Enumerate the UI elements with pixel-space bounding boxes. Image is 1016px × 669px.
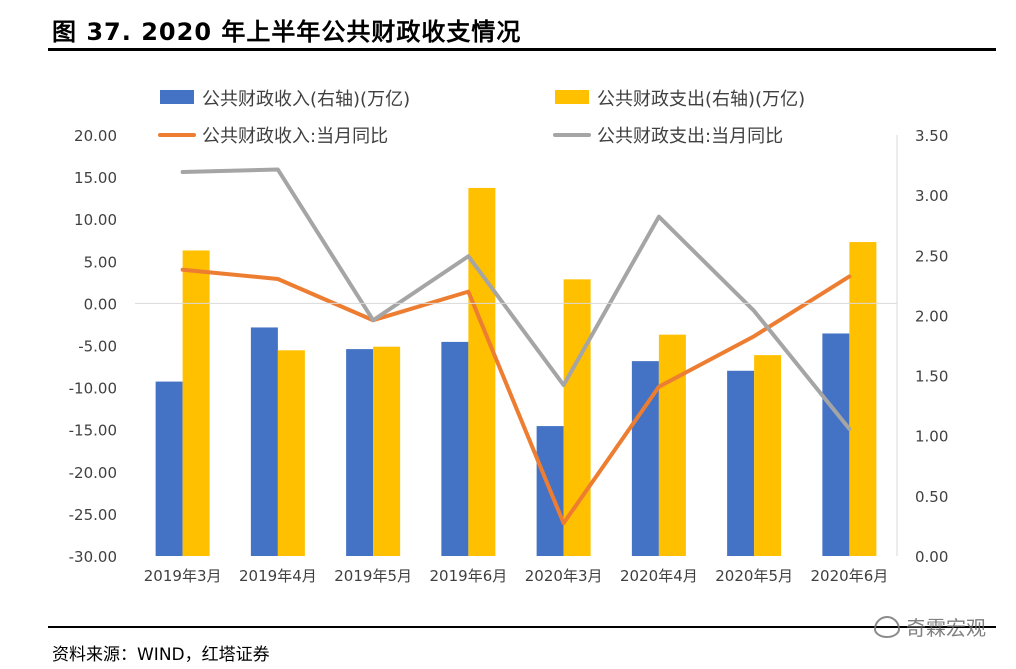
x-tick: 2020年5月 xyxy=(715,567,793,585)
legend-swatch xyxy=(555,90,589,104)
bar-expenditure xyxy=(658,334,686,556)
y-right-tick: 3.50 xyxy=(915,127,948,145)
bar-expenditure xyxy=(277,350,305,556)
x-tick: 2020年6月 xyxy=(811,567,889,585)
line-layer xyxy=(180,167,852,526)
page-title: 图 37. 2020 年上半年公共财政收支情况 xyxy=(52,18,522,46)
x-tick: 2019年6月 xyxy=(430,567,508,585)
bar-revenue xyxy=(441,341,469,556)
wechat-icon xyxy=(874,615,900,638)
y-right-tick: 2.50 xyxy=(915,247,948,265)
x-tick: 2020年3月 xyxy=(525,567,603,585)
legend-label: 公共财政收入(右轴)(万亿) xyxy=(202,89,410,110)
bar-expenditure xyxy=(182,250,210,556)
bar-expenditure xyxy=(849,242,877,556)
y-left-tick: 20.00 xyxy=(74,127,117,145)
y-left-tick: -10.00 xyxy=(69,380,117,398)
y-right-tick: 1.50 xyxy=(915,368,948,386)
y-left-tick: 5.00 xyxy=(84,253,117,271)
line-expenditure-yoy xyxy=(180,167,852,431)
y-right-tick: 2.00 xyxy=(915,307,948,325)
y-left-tick: -5.00 xyxy=(78,338,117,356)
bar-expenditure xyxy=(563,279,591,556)
legend-label: 公共财政支出(右轴)(万亿) xyxy=(597,89,805,110)
bar-expenditure xyxy=(468,187,496,556)
bar-revenue xyxy=(727,370,755,556)
y-left-tick: -15.00 xyxy=(69,422,117,440)
y-left-tick: 0.00 xyxy=(84,295,117,313)
y-left-tick: -20.00 xyxy=(69,464,117,482)
legend-label: 公共财政收入:当月同比 xyxy=(202,126,388,147)
legend-label: 公共财政支出:当月同比 xyxy=(597,126,783,147)
y-right-tick: 1.00 xyxy=(915,428,948,446)
x-tick: 2019年5月 xyxy=(334,567,412,585)
bar-expenditure xyxy=(754,355,782,556)
y-right-tick: 0.00 xyxy=(915,548,948,566)
legend-swatch xyxy=(160,90,194,104)
bar-revenue xyxy=(822,333,850,556)
line-revenue-yoy xyxy=(180,267,852,526)
y-left-tick: -30.00 xyxy=(69,548,117,566)
bar-revenue xyxy=(250,327,278,556)
x-tick: 2019年3月 xyxy=(144,567,222,585)
axes-layer: 20.00 15.00 10.00 5.00 0.00 -5.00 -10.00 -15.00… xyxy=(69,127,949,585)
watermark-text: 奇霖宏观 xyxy=(906,616,986,640)
bar-layer xyxy=(155,187,877,556)
footer-divider xyxy=(48,626,996,628)
watermark: 奇霖宏观 xyxy=(874,612,986,641)
y-left-tick: -25.00 xyxy=(69,506,117,524)
x-tick: 2019年4月 xyxy=(239,567,317,585)
bar-revenue xyxy=(155,381,183,556)
y-left-tick: 15.00 xyxy=(74,169,117,187)
x-tick: 2020年4月 xyxy=(620,567,698,585)
legend: 公共财政收入(右轴)(万亿) 公共财政支出(右轴)(万亿) 公共财政收入:当月同比 公… xyxy=(158,89,805,147)
title-divider xyxy=(48,48,996,51)
bar-revenue xyxy=(346,349,374,556)
bar-expenditure xyxy=(373,346,401,556)
y-left-tick: 10.00 xyxy=(74,211,117,229)
y-right-tick: 0.50 xyxy=(915,488,948,506)
y-right-tick: 3.00 xyxy=(915,187,948,205)
source-note: 资料来源：WIND，红塔证券 xyxy=(52,645,270,665)
